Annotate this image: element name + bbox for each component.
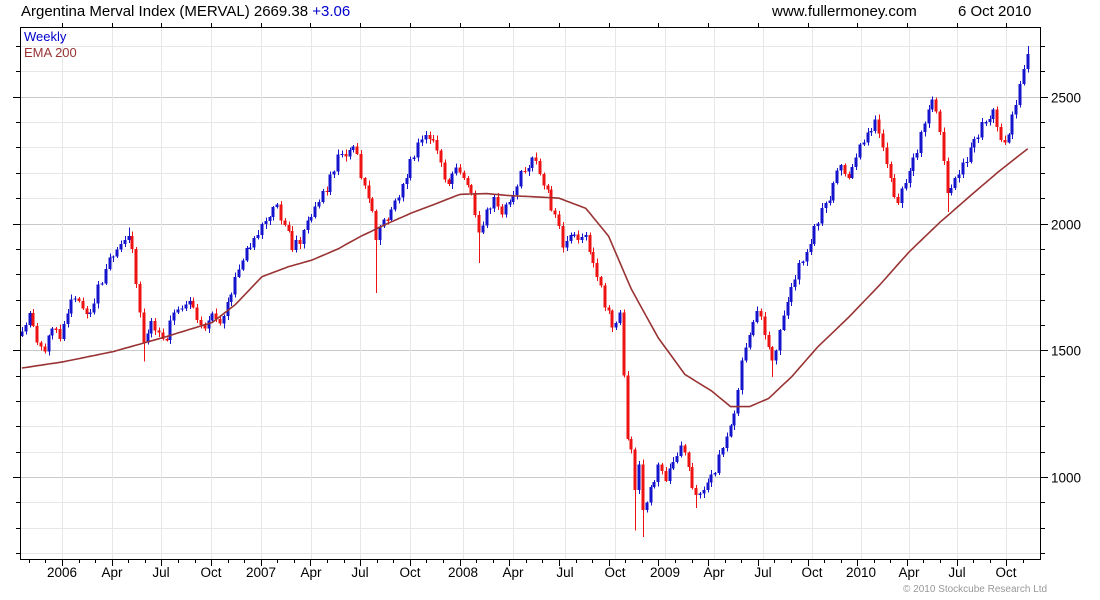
x-axis-label: Oct (995, 565, 1016, 580)
x-axis-label: Jul (152, 565, 169, 580)
y-axis-label: 2000 (1051, 218, 1081, 233)
x-axis-label: 2006 (47, 565, 77, 580)
chart-change-value: +3.06 (312, 3, 351, 20)
x-axis-label: Jul (351, 565, 368, 580)
x-axis-label: 2010 (846, 565, 876, 580)
x-axis-label: Apr (502, 565, 524, 580)
legend-ema-label: EMA 200 (24, 45, 77, 60)
legend-series-label: Weekly (24, 29, 67, 44)
x-axis-label: Jul (556, 565, 573, 580)
copyright-note: © 2010 Stockcube Research Ltd (903, 584, 1048, 595)
x-axis-label: Oct (200, 565, 221, 580)
x-axis-label: 2007 (246, 565, 276, 580)
x-axis-label: Apr (703, 565, 725, 580)
x-axis-label: Oct (604, 565, 625, 580)
x-axis-label: Jul (948, 565, 965, 580)
chart-title: Argentina Merval Index (MERVAL) 2669.38 … (21, 3, 350, 20)
y-axis-label: 1000 (1051, 471, 1081, 486)
x-axis-label: 2008 (448, 565, 478, 580)
x-axis-label: Oct (399, 565, 420, 580)
x-axis-label: Apr (898, 565, 920, 580)
x-axis-label: Oct (801, 565, 822, 580)
y-axis-label: 2500 (1051, 91, 1081, 106)
x-axis-label: 2009 (650, 565, 680, 580)
x-axis-label: Apr (101, 565, 123, 580)
x-axis-label: Apr (300, 565, 322, 580)
chart-title-text: Argentina Merval Index (MERVAL) 2669.38 (21, 3, 309, 20)
site-url: www.fullermoney.com (772, 3, 917, 20)
chart-date: 6 Oct 2010 (958, 3, 1032, 20)
y-axis-label: 1500 (1051, 344, 1081, 359)
x-axis-label: Jul (754, 565, 771, 580)
